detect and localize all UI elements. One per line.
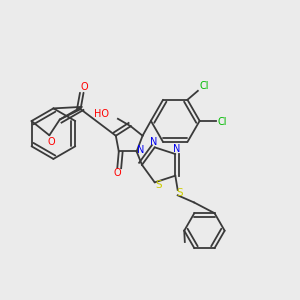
Text: O: O (47, 137, 55, 147)
Text: Cl: Cl (217, 117, 227, 128)
Text: N: N (173, 144, 181, 154)
Text: N: N (136, 145, 144, 155)
Text: O: O (81, 82, 88, 92)
Text: N: N (149, 137, 157, 147)
Text: Cl: Cl (199, 81, 208, 92)
Text: O: O (113, 168, 121, 178)
Text: HO: HO (94, 109, 109, 119)
Text: S: S (177, 188, 183, 198)
Text: S: S (155, 180, 162, 190)
